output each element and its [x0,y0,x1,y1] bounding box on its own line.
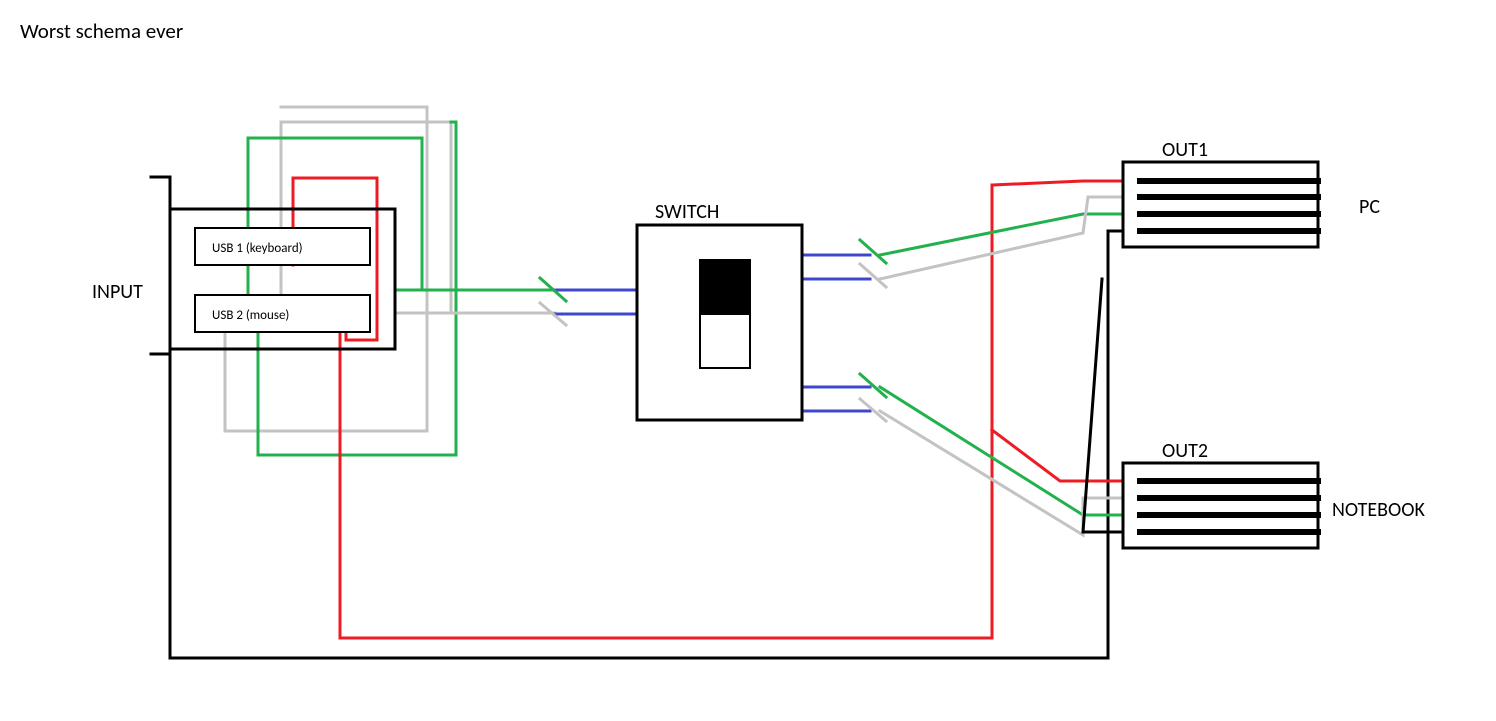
diagram-canvas: Worst schema ever INPUT USB 1 (keyboard) US… [0,0,1496,721]
label-pc: PC [1359,195,1380,219]
input-bracket [151,177,170,354]
wire-grey-u [225,107,427,431]
label-usb1: USB 1 (keyboard) [212,241,303,256]
wire-green-out1 [880,214,1123,255]
switch-knob [700,260,750,315]
label-usb2: USB 2 (mouse) [212,308,289,323]
label-out2: OUT2 [1162,439,1208,463]
out2-box [1123,463,1318,548]
wire-black-out2 [1083,279,1123,532]
label-out1: OUT1 [1162,138,1208,162]
label-switch: SWITCH [655,200,719,224]
wire-red-out2 [992,430,1123,481]
page-title: Worst schema ever [20,18,183,44]
tick-green-out-u [860,240,886,263]
tick-grey-out-u [860,264,886,287]
wire-grey-out1 [880,197,1123,279]
wire-black-out1 [1108,231,1123,279]
out1-box [1123,162,1318,247]
label-input: INPUT [92,280,143,304]
wire-red-out1 [992,181,1123,185]
label-notebook: NOTEBOOK [1332,498,1425,522]
